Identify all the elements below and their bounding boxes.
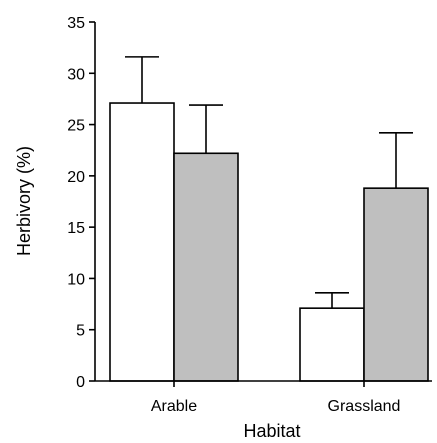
x-axis-title: Habitat bbox=[243, 421, 300, 441]
y-tick-label: 0 bbox=[76, 374, 85, 391]
bar bbox=[173, 152, 239, 382]
bar bbox=[363, 187, 429, 382]
bar bbox=[299, 307, 365, 382]
y-tick-label: 35 bbox=[67, 15, 85, 32]
y-tick-label: 30 bbox=[67, 66, 85, 83]
y-axis-title: Herbivory (%) bbox=[14, 146, 34, 256]
x-tick-label: Arable bbox=[151, 398, 197, 415]
y-tick-label: 10 bbox=[67, 271, 85, 288]
y-tick-label: 25 bbox=[67, 118, 85, 135]
y-ticks: 0 5 10 15 20 25 30 35 bbox=[67, 15, 95, 391]
x-tick-label: Grassland bbox=[328, 398, 401, 415]
x-ticks: Arable Grassland bbox=[151, 381, 401, 415]
y-tick-label: 5 bbox=[76, 323, 85, 340]
y-tick-label: 20 bbox=[67, 169, 85, 186]
y-tick-label: 15 bbox=[67, 220, 85, 237]
bars-layer bbox=[109, 102, 429, 382]
bar bbox=[109, 102, 175, 382]
error-bars-layer bbox=[125, 56, 413, 309]
